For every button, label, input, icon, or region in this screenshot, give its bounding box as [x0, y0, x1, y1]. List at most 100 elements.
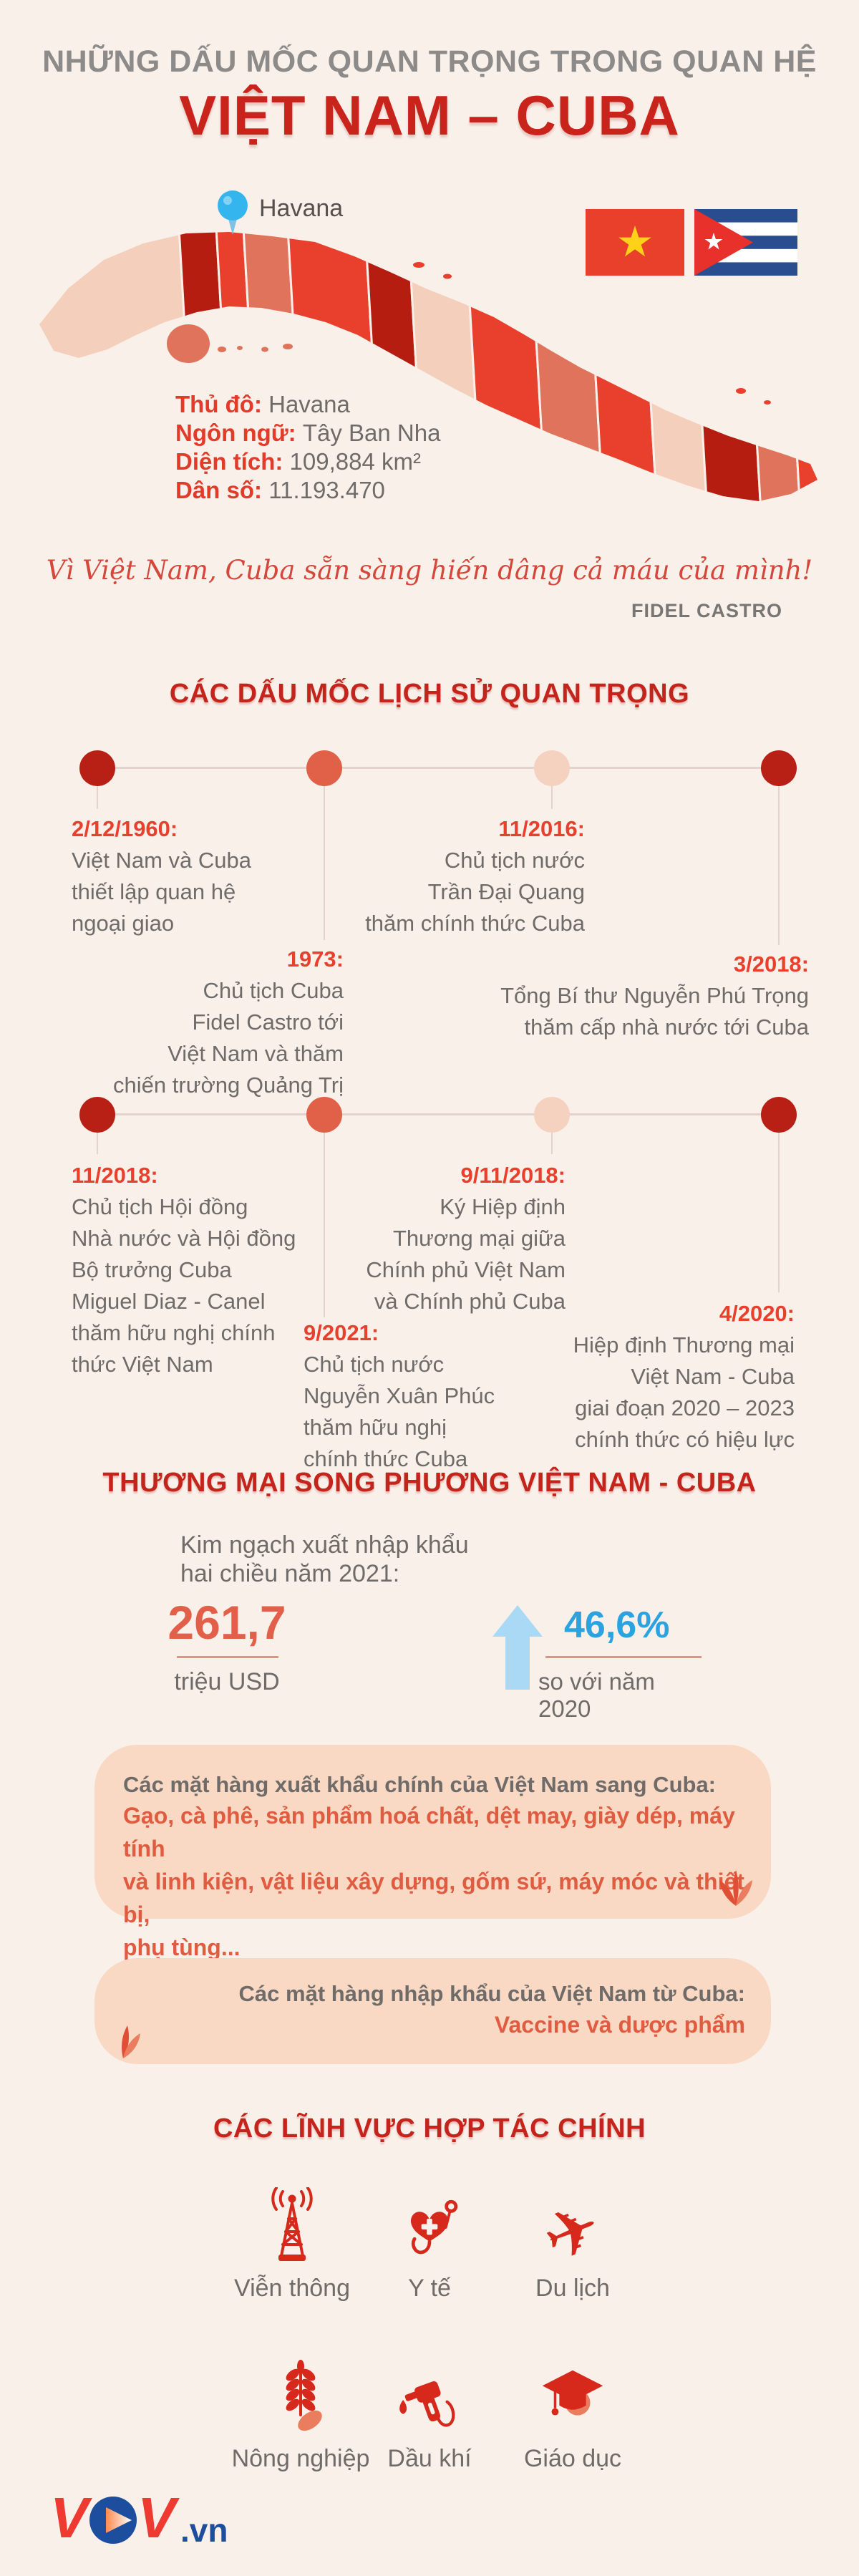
fact-area: Diện tích: 109,884 km² [175, 448, 421, 475]
timeline-date: 3/2018: [733, 952, 809, 977]
coop-field-label: Nông nghiệp [231, 2445, 370, 2472]
timeline-dot [761, 1097, 797, 1133]
timeline-date: 9/2021: [304, 1320, 379, 1345]
cooperation-heading: CÁC LĨNH VỰC HỢP TÁC CHÍNH [213, 2113, 646, 2144]
quote-author: FIDEL CASTRO [631, 600, 782, 621]
havana-pin-label: Havana [259, 195, 344, 222]
coop-field-telecom: Viễn thông [206, 2176, 378, 2303]
quote-text: Vì Việt Nam, Cuba sẵn sàng hiến dâng cả … [46, 555, 813, 586]
timeline-text: Chủ tịch Cuba Fidel Castro tới Việt Nam … [113, 978, 344, 1098]
growth-arrow-icon [492, 1605, 543, 1690]
trade-caption: Kim ngạch xuất nhập khẩu hai chiều năm 2… [180, 1531, 469, 1587]
cuba-flag [694, 209, 797, 276]
coop-field-label: Y tế [408, 2275, 451, 2302]
timeline-dot [306, 750, 342, 786]
telecom-tower-icon [271, 2187, 313, 2261]
coop-field-label: Dầu khí [387, 2445, 472, 2472]
exports-items: Gạo, cà phê, sản phẩm hoá chất, dệt may,… [123, 1803, 744, 1960]
stethoscope-icon [410, 2199, 458, 2255]
fuel-nozzle-icon [399, 2381, 455, 2427]
leaf-ornament-icon [719, 1870, 752, 1906]
exports-box: Các mặt hàng xuất khẩu chính của Việt Na… [94, 1745, 771, 1960]
timeline-text: Việt Nam và Cuba thiết lập quan hệ ngoại… [72, 848, 251, 936]
timeline-dot [761, 750, 797, 786]
amount-underline [177, 1656, 278, 1658]
imports-title: Các mặt hàng nhập khẩu của Việt Nam từ C… [238, 1981, 745, 2006]
havana-pin-icon [218, 190, 248, 235]
timeline-date: 4/2020: [719, 1301, 795, 1326]
timeline-item: 3/2018: Tổng Bí thư Nguyễn Phú Trọng thăm… [494, 949, 809, 1043]
timeline-date: 9/11/2018: [460, 1163, 566, 1188]
trade-growth-note: so với năm 2020 [538, 1668, 655, 1722]
timeline-text: Tổng Bí thư Nguyễn Phú Trọng thăm cấp nh… [500, 983, 809, 1040]
growth-underline [545, 1656, 702, 1658]
fact-language: Ngôn ngữ: Tây Ban Nha [175, 420, 441, 446]
timeline-item: 2/12/1960: Việt Nam và Cuba thiết lập qua… [72, 813, 315, 939]
coop-field-label: Viễn thông [234, 2275, 350, 2302]
coop-field-education: Giáo dục [487, 2352, 659, 2473]
exports-title: Các mặt hàng xuất khẩu chính của Việt Na… [123, 1772, 717, 1797]
coop-field-agriculture: Nông nghiệp [215, 2352, 387, 2473]
timeline-item: 9/2021: Chủ tịch nước Nguyễn Xuân Phúc th… [304, 1317, 547, 1475]
timeline-date: 1973: [286, 946, 344, 972]
timeline-text: Hiệp định Thương mại Việt Nam - Cuba gia… [573, 1332, 795, 1452]
timeline-item: 4/2020: Hiệp định Thương mại Việt Nam - C… [480, 1298, 795, 1456]
timeline-dot [534, 750, 570, 786]
timeline-dot [79, 1097, 115, 1133]
timeline-stem [97, 768, 98, 809]
timeline-text: Ký Hiệp định Thương mại giữa Chính phủ V… [366, 1194, 566, 1314]
fact-population: Dân số: 11.193.470 [175, 477, 385, 503]
fact-capital: Thủ đô: Havana [175, 391, 350, 417]
timeline-line-row1 [97, 767, 779, 769]
leaf-ornament-icon [122, 2025, 140, 2058]
timeline-stem [324, 1115, 325, 1317]
timeline-stem [778, 768, 780, 945]
timeline-stem [778, 1115, 780, 1292]
page-title: VIỆT NAM – CUBA [179, 84, 680, 147]
timeline-date: 11/2018: [72, 1163, 158, 1188]
timeline-date: 11/2016: [498, 816, 585, 841]
timeline-stem [97, 1115, 98, 1154]
vov-suffix: .vn [180, 2512, 228, 2549]
isla-de-la-juventud [167, 324, 210, 363]
trade-heading: THƯƠNG MẠI SONG PHƯƠNG VIỆT NAM - CUBA [102, 1468, 757, 1498]
timeline-line-row2 [97, 1113, 779, 1115]
coop-field-label: Du lịch [535, 2275, 610, 2302]
country-facts: Thủ đô: Havana Ngôn ngữ: Tây Ban Nha Diệ… [175, 390, 440, 505]
vov-logo[interactable]: V V .vn [50, 2486, 279, 2554]
timeline-item: 11/2018: Chủ tịch Hội đồng Nhà nước và Hộ… [72, 1160, 329, 1380]
map-cays [218, 262, 771, 405]
imports-box: Các mặt hàng nhập khẩu của Việt Nam từ C… [94, 1958, 771, 2064]
vov-letter-v2: V [137, 2490, 180, 2550]
trade-amount: 261,7 [168, 1596, 286, 1649]
wheat-icon [286, 2360, 322, 2431]
timeline-dot [306, 1097, 342, 1133]
timeline-heading: CÁC DẤU MỐC LỊCH SỬ QUAN TRỌNG [169, 679, 690, 709]
coop-field-health: Y tế [344, 2176, 515, 2303]
timeline-stem [324, 768, 325, 940]
imports-items: Vaccine và dược phẩm [494, 2012, 745, 2038]
coop-field-label: Giáo dục [523, 2445, 622, 2472]
vietnam-flag [586, 209, 684, 276]
timeline-item: 9/11/2018: Ký Hiệp định Thương mại giữa C… [322, 1160, 566, 1317]
vov-letter-v1: V [50, 2490, 92, 2550]
cuba-map [39, 232, 817, 501]
timeline-stem [551, 1115, 553, 1154]
timeline-text: Chủ tịch Hội đồng Nhà nước và Hội đồng B… [72, 1194, 296, 1377]
trade-growth: 46,6% [564, 1604, 670, 1646]
timeline-dot [79, 750, 115, 786]
trade-amount-unit: triệu USD [174, 1668, 280, 1695]
timeline-text: Chủ tịch nước Trần Đại Quang thăm chính … [365, 848, 585, 936]
vov-play-icon [106, 2507, 132, 2533]
timeline-item: 11/2016: Chủ tịch nước Trần Đại Quang thă… [341, 813, 585, 939]
timeline-item: 1973: Chủ tịch Cuba Fidel Castro tới Việt… [100, 944, 344, 1101]
graduation-cap-icon [542, 2370, 603, 2416]
airplane-icon: ✈ [533, 2189, 612, 2277]
timeline-date: 2/12/1960: [72, 816, 178, 841]
timeline-stem [551, 768, 553, 809]
coop-field-tourism: ✈ Du lịch [487, 2176, 659, 2303]
timeline-text: Chủ tịch nước Nguyễn Xuân Phúc thăm hữu … [304, 1352, 495, 1471]
page-subtitle: NHỮNG DẤU MỐC QUAN TRỌNG TRONG QUAN HỆ [42, 44, 817, 79]
coop-field-oil-gas: Dầu khí [344, 2352, 515, 2473]
